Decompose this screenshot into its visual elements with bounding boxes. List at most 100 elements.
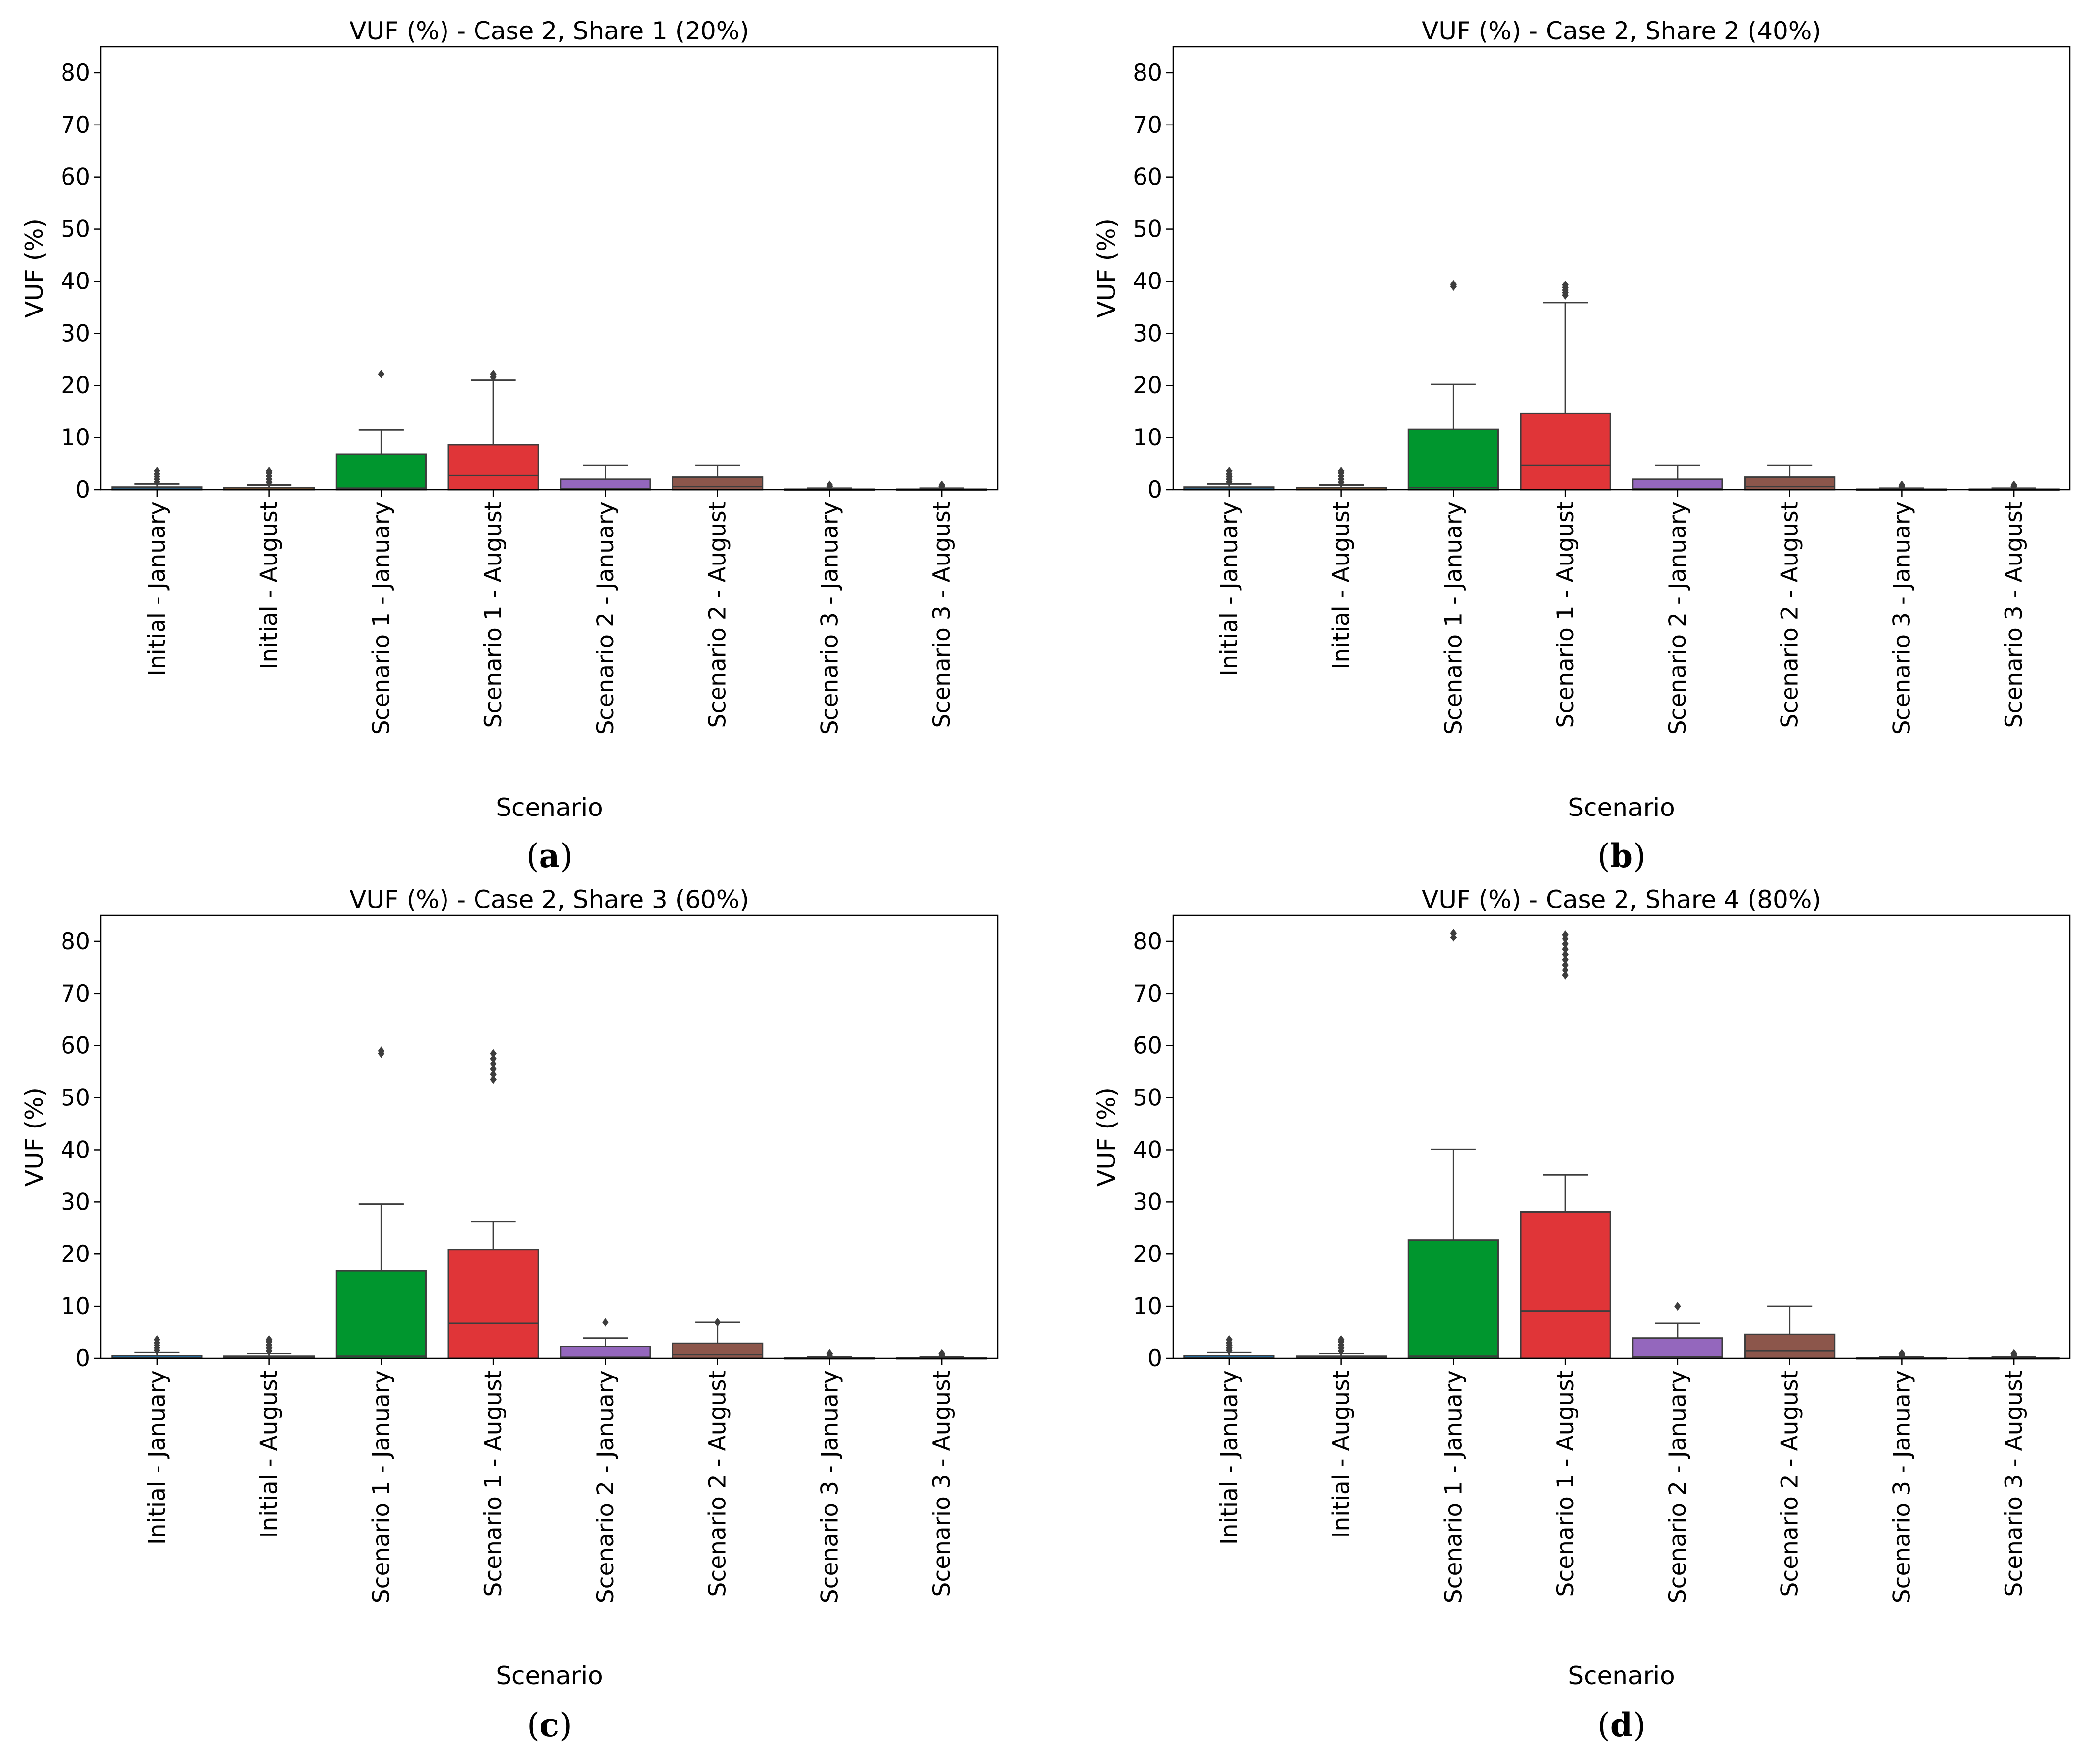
outlier-point xyxy=(1562,939,1569,949)
y-tick-label: 60 xyxy=(1133,164,1162,191)
x-tick-label: Scenario 2 - August xyxy=(704,501,732,728)
outlier-point xyxy=(1562,280,1569,289)
x-tick-label: Scenario 3 - August xyxy=(2001,1370,2028,1596)
outlier-point xyxy=(2010,480,2017,490)
x-tick-label: Scenario 3 - January xyxy=(1888,1370,1915,1603)
y-tick-label: 20 xyxy=(61,1241,90,1268)
outlier-point xyxy=(1226,1335,1233,1344)
x-tick-label: Scenario 1 - January xyxy=(1440,501,1467,735)
outlier-point xyxy=(938,1349,945,1358)
outlier-point xyxy=(378,369,385,378)
y-tick-label: 30 xyxy=(1133,320,1162,347)
box-5 xyxy=(560,464,651,491)
chart-title: VUF (%) - Case 2, Share 1 (20%) xyxy=(350,17,749,45)
box-body xyxy=(1632,1337,1723,1359)
outlier-point xyxy=(1450,929,1457,938)
outlier-point xyxy=(1898,480,1906,490)
y-tick-label: 80 xyxy=(1133,928,1162,955)
x-tick-label: Scenario 1 - August xyxy=(480,1370,507,1596)
box-3 xyxy=(335,369,427,491)
y-tick-label: 0 xyxy=(1147,1345,1162,1372)
box-1 xyxy=(1183,1335,1275,1359)
outlier-point xyxy=(1898,1349,1906,1358)
x-axis-label: Scenario xyxy=(1568,1661,1675,1690)
box-5 xyxy=(1632,1302,1723,1359)
outlier-point xyxy=(1562,960,1569,970)
outlier-point xyxy=(1562,950,1569,959)
box-4 xyxy=(447,1049,539,1359)
box-1 xyxy=(1183,466,1275,491)
axes-frame xyxy=(100,914,999,1359)
outlier-point xyxy=(1337,1335,1345,1344)
axes-frame xyxy=(1172,914,2071,1359)
x-tick-label: Initial - January xyxy=(1216,1370,1243,1545)
y-tick-label: 0 xyxy=(1147,476,1162,503)
box-4 xyxy=(447,369,539,491)
outlier-point xyxy=(154,1335,160,1344)
outlier-point xyxy=(378,1046,385,1056)
outlier-point xyxy=(265,466,273,475)
x-axis-label: Scenario xyxy=(1568,793,1675,822)
box-3 xyxy=(1407,280,1499,491)
chart-panel-c: VUF (%) - Case 2, Share 3 (60%) 0 10 20 30 40… xyxy=(20,885,999,1744)
box-body xyxy=(335,1270,427,1359)
y-tick-label: 80 xyxy=(1133,60,1162,87)
box-body xyxy=(1744,476,1836,491)
x-axis-label: Scenario xyxy=(496,1661,603,1690)
panel-letter: (b) xyxy=(1597,837,1646,875)
x-tick-label: Scenario 1 - August xyxy=(1552,1370,1579,1596)
outlier-point xyxy=(826,480,833,490)
box-2 xyxy=(223,466,315,491)
x-tick-label: Scenario 1 - August xyxy=(1552,501,1579,728)
x-tick-label: Scenario 2 - January xyxy=(592,501,619,735)
box-5 xyxy=(1632,464,1723,491)
box-body xyxy=(1744,1333,1836,1359)
x-tick-label: Scenario 1 - January xyxy=(368,1370,395,1603)
x-tick-label: Initial - August xyxy=(256,1370,283,1538)
box-body xyxy=(335,453,427,491)
y-tick-label: 20 xyxy=(1133,1241,1162,1268)
outlier-point xyxy=(714,1317,721,1327)
outlier-point xyxy=(1674,1302,1681,1311)
x-axis-label: Scenario xyxy=(496,793,603,822)
outlier-point xyxy=(826,1349,833,1358)
x-tick-label: Scenario 3 - January xyxy=(1888,501,1915,735)
y-tick-label: 60 xyxy=(1133,1033,1162,1060)
outlier-point xyxy=(1562,955,1569,964)
y-tick-label: 10 xyxy=(61,424,90,451)
y-axis-label: VUF (%) xyxy=(1092,219,1121,318)
outlier-point xyxy=(490,369,497,378)
y-tick-label: 80 xyxy=(61,928,90,955)
outlier-point xyxy=(2010,1349,2017,1358)
outlier-point xyxy=(490,1069,497,1079)
chart-title: VUF (%) - Case 2, Share 3 (60%) xyxy=(350,885,749,914)
box-3 xyxy=(1407,929,1499,1359)
chart-panel-a: VUF (%) - Case 2, Share 1 (20%) 0 10 20 30 40… xyxy=(20,17,999,875)
y-tick-label: 10 xyxy=(1133,1293,1162,1320)
y-tick-label: 0 xyxy=(75,476,90,503)
y-tick-label: 80 xyxy=(61,60,90,87)
x-tick-label: Scenario 2 - January xyxy=(1664,501,1691,735)
box-body xyxy=(560,1346,651,1359)
x-tick-label: Scenario 1 - August xyxy=(480,501,507,728)
y-tick-label: 50 xyxy=(1133,216,1162,243)
x-tick-label: Scenario 3 - August xyxy=(928,1370,955,1596)
y-tick-label: 30 xyxy=(61,1189,90,1216)
box-body xyxy=(447,444,539,491)
outlier-point xyxy=(602,1317,609,1327)
chart-title: VUF (%) - Case 2, Share 4 (80%) xyxy=(1422,885,1821,914)
panel-letter: (c) xyxy=(527,1706,572,1744)
axes-frame xyxy=(1172,46,2071,491)
y-tick-label: 0 xyxy=(75,1345,90,1372)
y-tick-label: 70 xyxy=(61,980,90,1007)
box-1 xyxy=(111,1335,203,1359)
y-tick-label: 10 xyxy=(1133,424,1162,451)
outlier-point xyxy=(1562,966,1569,975)
y-axis-label: VUF (%) xyxy=(20,1087,49,1187)
x-tick-label: Scenario 3 - January xyxy=(816,501,843,735)
y-tick-label: 70 xyxy=(1133,112,1162,139)
outlier-point xyxy=(490,1049,497,1058)
y-tick-label: 50 xyxy=(1133,1085,1162,1112)
x-tick-label: Initial - August xyxy=(256,501,283,669)
y-tick-label: 30 xyxy=(61,320,90,347)
